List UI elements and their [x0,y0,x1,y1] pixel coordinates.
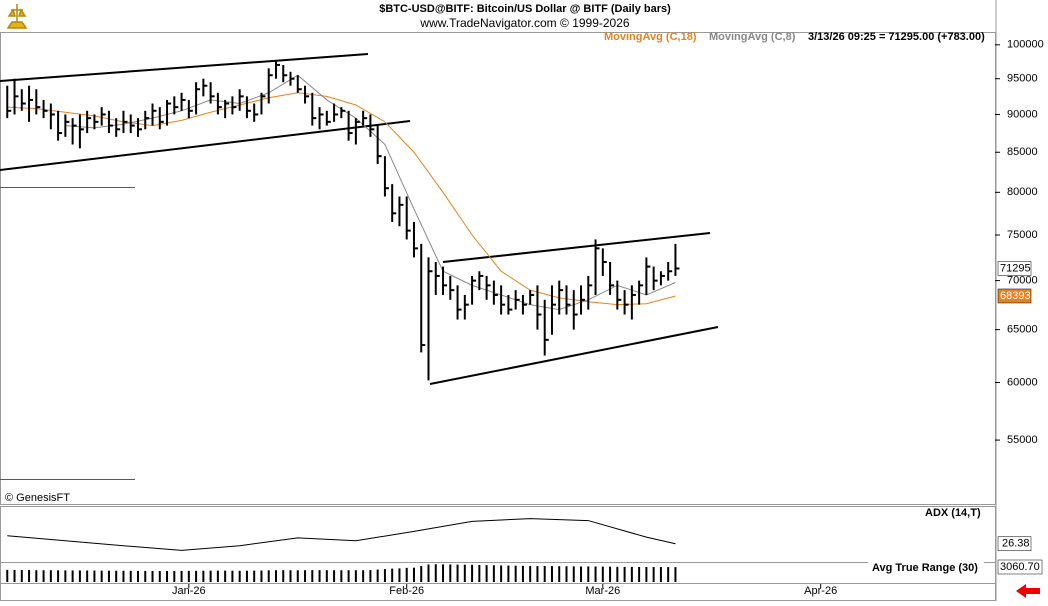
adx-last-box [997,536,1032,551]
ma-last-label-box [997,288,1032,304]
quote: 3/13/26 09:25 = 71295.00 (+783.00) [808,31,985,43]
y-tick-label: 100000 [1007,39,1044,51]
copyright: © GenesisFT [5,492,70,504]
chart-title: $BTC-USD@BITF: Bitcoin/US Dollar @ BITF … [379,3,671,15]
source: www.TradeNavigator.com © 1999-2026 [419,16,629,30]
y-tick-label: 95000 [1007,73,1038,85]
y-tick-label: 75000 [1007,229,1038,241]
ma-last-label: 68393 [1000,290,1031,302]
x-tick-label: Mar-26 [585,585,620,597]
indicator-name: ADX (14,T) [925,507,981,519]
trend-lines [0,53,719,385]
atr-name-bg [868,561,984,575]
adx-last-label: 26.38 [1002,538,1030,550]
scroll-arrow[interactable] [1016,584,1040,598]
indicator-panel [0,506,996,584]
logo [0,0,34,32]
y-tick-label: 65000 [1007,324,1038,336]
atr-last-box [997,559,1043,575]
legend-entry: MovingAvg (C,8) [709,31,796,43]
y-tick-label: 90000 [1007,108,1038,120]
y-tick-label: 80000 [1007,186,1038,198]
date-strip [0,583,996,601]
last-price-label: 71295 [1000,262,1031,274]
y-tick-label: 60000 [1007,376,1038,388]
x-tick-label: Jan-26 [172,585,206,597]
y-tick-label: 85000 [1007,146,1038,158]
atr-last-label: 3060.70 [1000,561,1040,573]
adx-line [7,518,676,551]
indicator-name: Avg True Range (30) [872,562,978,574]
x-tick-label: Feb-26 [389,585,424,597]
x-tick-label: Apr-26 [804,585,837,597]
price-panel [0,32,996,505]
y-tick-label: 55000 [1007,434,1038,446]
legend-entry: MovingAvg (C,18) [604,31,697,43]
level-lines [0,187,135,480]
moving-average [7,92,676,306]
last-price-label-box [997,261,1032,276]
y-tick-label: 70000 [1007,275,1038,287]
